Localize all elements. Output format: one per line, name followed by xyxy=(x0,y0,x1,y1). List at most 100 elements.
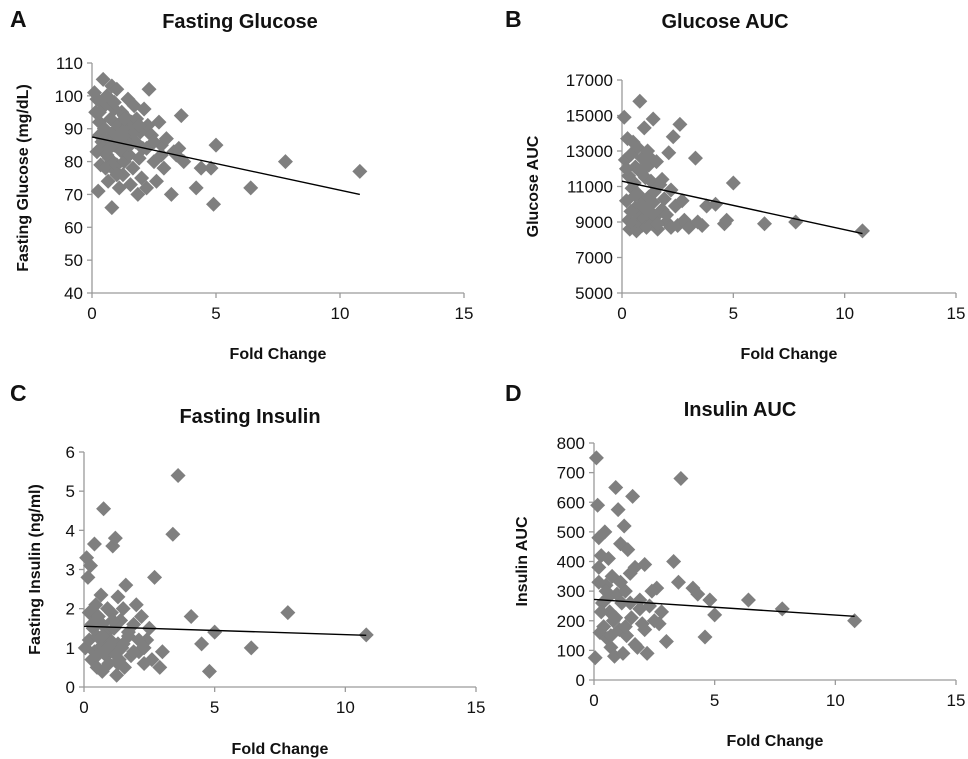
data-point xyxy=(588,450,604,466)
data-point xyxy=(702,592,718,608)
data-point xyxy=(100,173,116,189)
data-point xyxy=(107,530,123,546)
data-point xyxy=(125,160,141,176)
data-point xyxy=(243,180,259,196)
data-point xyxy=(673,471,689,487)
panel-c: C Fasting Insulin 0 1 2 3 4 5 6 0 5 10 15 Fold Change… xyxy=(10,380,485,758)
data-point xyxy=(86,536,102,552)
panel-a: A Fasting Glucose 40 50 60 70 80 90 100 110 0 5 10 15… xyxy=(10,6,473,363)
y-tick-label: 7000 xyxy=(575,249,613,268)
data-point xyxy=(188,180,204,196)
data-point xyxy=(617,619,633,635)
data-point xyxy=(687,150,703,166)
chart-title: Glucose AUC xyxy=(661,11,788,33)
x-tick-label: 5 xyxy=(729,304,738,323)
x-tick-label: 15 xyxy=(455,304,474,323)
data-point xyxy=(109,667,125,683)
x-tick-label: 0 xyxy=(87,304,96,323)
data-point xyxy=(654,171,670,187)
x-tick-label: 15 xyxy=(467,698,486,717)
data-point xyxy=(148,173,164,189)
x-tick-label: 0 xyxy=(617,304,626,323)
data-point xyxy=(130,186,146,202)
y-tick-label: 2 xyxy=(66,600,75,619)
data-point xyxy=(666,554,682,569)
x-tick-label: 10 xyxy=(336,698,355,717)
data-point xyxy=(740,592,756,608)
data-point xyxy=(656,191,672,207)
y-tick-label: 17000 xyxy=(566,71,613,90)
y-tick-label: 3 xyxy=(66,561,75,580)
data-point xyxy=(106,94,122,110)
trend-line xyxy=(621,180,863,235)
data-point xyxy=(144,652,160,668)
data-point xyxy=(625,488,641,504)
x-tick-label: 15 xyxy=(947,304,966,323)
y-tick-label: 300 xyxy=(557,582,585,601)
data-point xyxy=(110,656,126,671)
data-point xyxy=(659,207,675,223)
y-tick-label: 4 xyxy=(66,521,75,540)
x-tick-label: 0 xyxy=(79,698,88,717)
data-point xyxy=(203,160,219,176)
y-tick-label: 110 xyxy=(56,54,83,73)
chart-title: Fasting Glucose xyxy=(162,11,318,33)
data-point xyxy=(84,616,100,632)
data-point xyxy=(615,645,631,661)
data-point xyxy=(154,644,170,660)
data-point xyxy=(109,81,125,97)
panel-d: D Insulin AUC 0 100 200 300 400 500 600 700 800 0 5 1… xyxy=(505,380,965,750)
x-tick-label: 5 xyxy=(710,691,719,710)
data-point xyxy=(133,609,149,624)
data-point xyxy=(600,551,616,567)
data-point xyxy=(725,175,741,191)
data-point xyxy=(115,636,131,652)
data-point xyxy=(641,148,657,164)
data-point xyxy=(183,609,199,624)
x-tick-label: 5 xyxy=(210,698,219,717)
y-tick-label: 400 xyxy=(557,553,585,572)
data-point xyxy=(644,583,660,599)
y-tick-label: 700 xyxy=(557,464,585,483)
data-point xyxy=(151,114,167,130)
data-point xyxy=(645,111,661,127)
y-tick-label: 1 xyxy=(66,639,75,658)
data-point xyxy=(128,597,144,613)
data-point xyxy=(91,104,107,120)
data-point xyxy=(110,589,126,605)
data-point xyxy=(115,601,131,617)
y-axis-title: Glucose AUC xyxy=(525,135,542,237)
y-tick-label: 11000 xyxy=(567,178,613,197)
data-point xyxy=(243,640,259,656)
data-point xyxy=(194,636,210,652)
x-axis-title: Fold Change xyxy=(230,346,327,363)
data-point xyxy=(207,624,223,640)
data-point xyxy=(632,601,648,617)
data-point xyxy=(156,160,172,176)
data-point xyxy=(139,180,155,196)
y-tick-label: 9000 xyxy=(575,213,613,232)
data-point xyxy=(608,479,624,495)
data-point xyxy=(94,628,110,644)
y-tick-label: 0 xyxy=(576,671,585,690)
data-point xyxy=(627,187,643,203)
data-point xyxy=(587,650,603,666)
data-point xyxy=(697,629,713,645)
y-tick-label: 80 xyxy=(64,153,83,172)
y-tick-label: 90 xyxy=(64,120,83,139)
y-axis-title: Fasting Glucose (mg/dL) xyxy=(15,84,32,272)
data-point xyxy=(672,116,688,132)
y-tick-label: 60 xyxy=(64,218,83,237)
data-point xyxy=(193,160,209,176)
data-point xyxy=(663,182,679,198)
chart-title: Insulin AUC xyxy=(684,399,797,421)
data-point xyxy=(170,468,186,483)
data-point xyxy=(83,558,99,574)
data-point xyxy=(111,180,127,196)
data-point xyxy=(610,502,626,518)
data-point xyxy=(670,574,686,590)
panel-b: B Glucose AUC 5000 7000 9000 11000 13000 15000 1… xyxy=(505,6,965,363)
data-point xyxy=(632,163,648,179)
data-point xyxy=(637,556,653,572)
